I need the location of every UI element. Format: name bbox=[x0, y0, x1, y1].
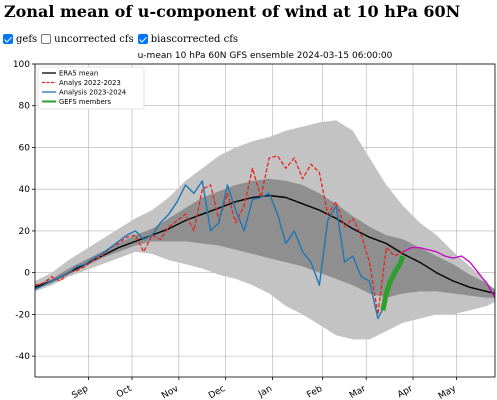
series-layer bbox=[34, 155, 496, 320]
chart-title: u-mean 10 hPa 60N GFS ensemble 2024-03-1… bbox=[138, 51, 393, 61]
legend-label: Analys 2022-2023 bbox=[59, 79, 121, 87]
uncorrected-cfs-checkbox[interactable] bbox=[41, 34, 52, 44]
x-tick-label: Nov bbox=[160, 384, 181, 400]
y-tick-label: 40 bbox=[19, 185, 31, 195]
biascorrected-cfs-toggle-label: biascorrected cfs bbox=[150, 33, 239, 45]
gefs-members-line bbox=[380, 255, 406, 311]
gefs-checkbox[interactable] bbox=[3, 34, 13, 44]
x-tick-label: Dec bbox=[207, 384, 227, 400]
legend-label: GEFS members bbox=[59, 98, 112, 106]
x-tick-label: May bbox=[437, 384, 459, 400]
page-title: Zonal mean of u-component of wind at 10 … bbox=[4, 2, 461, 21]
gefs-toggle[interactable]: gefs bbox=[3, 34, 37, 45]
y-tick-label: -20 bbox=[15, 310, 30, 320]
x-tick-label: Apr bbox=[396, 384, 415, 400]
uncorrected-cfs-toggle-label: uncorrected cfs bbox=[54, 33, 134, 45]
x-tick-label: Oct bbox=[115, 384, 134, 400]
y-tick-label: 0 bbox=[24, 269, 30, 279]
x-tick-label: Mar bbox=[348, 384, 368, 400]
y-tick-label: 60 bbox=[19, 143, 31, 153]
gefs-toggle-label: gefs bbox=[16, 33, 38, 45]
x-tick-label: Feb bbox=[305, 384, 324, 400]
y-tick-label: -40 bbox=[15, 352, 30, 362]
x-tick-label: Sep bbox=[70, 384, 90, 400]
x-tick-label: Jan bbox=[256, 384, 274, 400]
plot-frame bbox=[34, 63, 496, 378]
legend-box bbox=[37, 66, 145, 110]
era5-mean-line bbox=[34, 194, 496, 295]
biascorrected-cfs-toggle[interactable]: biascorrected cfs bbox=[137, 33, 239, 45]
analys-2022-2023-line bbox=[34, 155, 412, 316]
legend-label: ERA5 mean bbox=[59, 70, 98, 78]
spread-bands-layer bbox=[35, 120, 495, 340]
y-tick-label: 80 bbox=[19, 102, 31, 112]
biascorrected-cfs-checkbox[interactable] bbox=[137, 34, 148, 44]
inner-spread-band bbox=[35, 178, 495, 298]
y-tick-label: 20 bbox=[19, 227, 31, 237]
series-toggle-bar: gefs uncorrected cfs biascorrected cfs bbox=[3, 31, 242, 47]
analysis-2023-2024-line bbox=[34, 180, 387, 320]
axis-ticks-layer: -40 -20 0 20 40 60 80 100 Sep Oct Nov Dec Jan Feb Mar A… bbox=[13, 60, 459, 400]
uncorrected-cfs-toggle[interactable]: uncorrected cfs bbox=[41, 34, 134, 45]
legend-label: Analysis 2023-2024 bbox=[59, 89, 126, 97]
biascorrected-cfs-line bbox=[402, 246, 496, 299]
y-tick-label: 100 bbox=[13, 60, 30, 70]
